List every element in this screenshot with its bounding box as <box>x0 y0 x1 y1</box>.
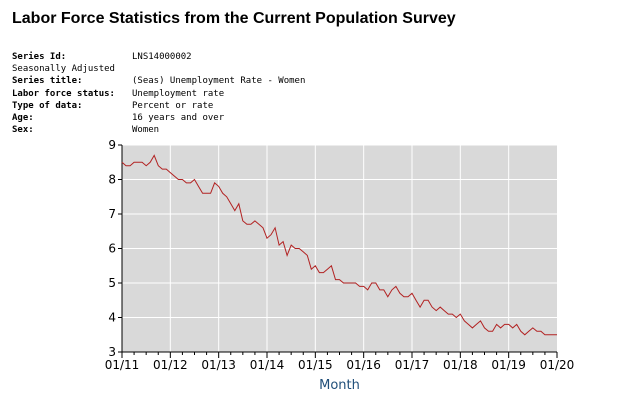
meta-label: Type of data: <box>12 100 83 111</box>
y-tick-label: 4 <box>108 311 116 325</box>
x-tick-label: 01/19 <box>491 358 526 372</box>
page-title: Labor Force Statistics from the Current … <box>12 10 456 27</box>
y-tick-label: 5 <box>108 276 116 290</box>
x-tick-label: 01/15 <box>298 358 333 372</box>
meta-value: LNS14000002 <box>132 52 192 62</box>
x-tick-label: 01/16 <box>346 358 381 372</box>
meta-value: Women <box>132 125 160 136</box>
y-tick-label: 7 <box>108 207 116 221</box>
meta-label: Series Id: <box>12 52 67 62</box>
meta-label: Series title: <box>12 76 83 87</box>
x-tick-label: 01/20 <box>540 358 575 372</box>
series-line <box>121 154 557 336</box>
meta-label: Labor force status: <box>12 88 115 99</box>
meta-label: Age: <box>12 112 34 123</box>
meta-value: Unemployment rate <box>132 88 225 99</box>
meta-value: (Seas) Unemployment Rate - Women <box>132 76 306 87</box>
meta-value: 16 years and over <box>132 112 225 123</box>
x-tick-label: 01/12 <box>153 358 188 372</box>
meta-label: Sex: <box>12 125 34 136</box>
y-tick-label: 6 <box>108 242 116 256</box>
y-tick-label: 9 <box>108 138 116 152</box>
meta-label: Seasonally Adjusted <box>12 64 115 75</box>
x-tick-label: 01/18 <box>443 358 478 372</box>
x-axis-title: Month <box>319 378 360 393</box>
x-tick-label: 01/11 <box>105 358 140 372</box>
x-tick-label: 01/17 <box>395 358 430 372</box>
x-tick-label: 01/13 <box>201 358 236 372</box>
x-tick-label: 01/14 <box>250 358 285 372</box>
y-tick-label: 8 <box>108 173 116 187</box>
meta-value: Percent or rate <box>132 100 214 111</box>
y-tick-label: 3 <box>108 345 116 359</box>
